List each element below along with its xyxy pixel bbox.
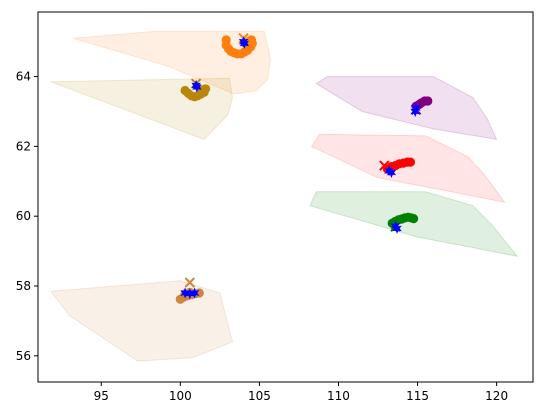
- blue-star-marker: [180, 287, 190, 299]
- region-polygon: [310, 133, 506, 203]
- x-tick-label: 95: [94, 389, 109, 403]
- blue-star-marker: [410, 106, 420, 117]
- blue-star-marker: [386, 167, 397, 179]
- y-tick-label: 62: [16, 139, 31, 153]
- y-tick-label: 60: [16, 209, 31, 223]
- region-polygon: [49, 280, 234, 362]
- region-polygon: [72, 30, 272, 95]
- region-polygon: [309, 191, 519, 258]
- blue-star-marker: [192, 81, 202, 93]
- region-polygon: [315, 76, 498, 141]
- blue-markers-layer: [180, 36, 421, 300]
- blue-star-marker: [392, 222, 402, 234]
- x-tick-label: 115: [406, 389, 429, 403]
- blue-star-marker: [239, 37, 250, 49]
- blue-star-marker: [185, 288, 195, 300]
- data-point: [405, 157, 415, 167]
- plot-frame: [37, 11, 534, 383]
- cross-marker-stroke: [184, 277, 196, 288]
- data-point: [409, 214, 419, 224]
- x-tick-label: 105: [248, 389, 271, 403]
- data-point: [423, 96, 433, 106]
- y-axis: 56 58 60 62 64: [16, 70, 38, 363]
- x-tick-label: 100: [169, 389, 192, 403]
- y-tick-label: 64: [16, 70, 31, 84]
- x-axis: 95 100 105 110 115 120: [94, 382, 508, 403]
- cross-marker-stroke: [379, 160, 390, 171]
- y-tick-label: 58: [16, 279, 31, 293]
- x-tick-label: 110: [327, 389, 350, 403]
- blue-star-marker: [390, 220, 401, 232]
- series-layer: [175, 32, 433, 304]
- y-tick-label: 56: [16, 349, 31, 363]
- x-tick-label: 120: [485, 389, 508, 403]
- regions-layer: [49, 30, 519, 362]
- blue-star-marker: [189, 287, 200, 299]
